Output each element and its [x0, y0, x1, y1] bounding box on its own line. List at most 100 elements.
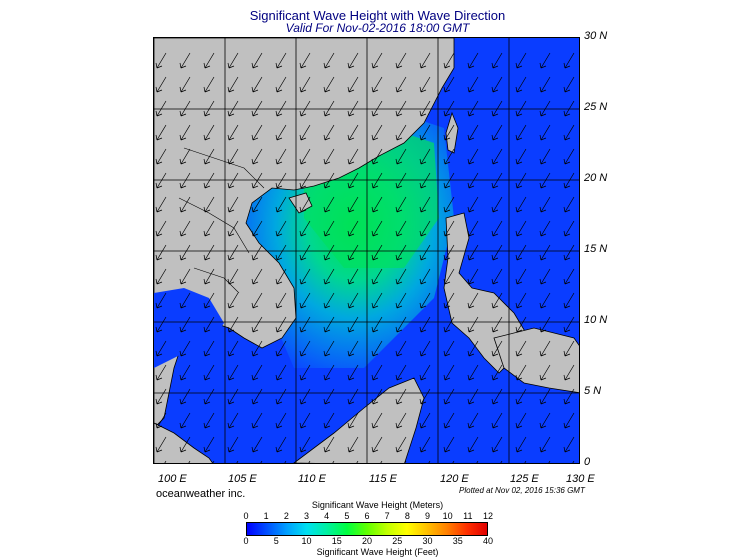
meter-tick-8: 8: [404, 511, 410, 521]
wave-arrow: [275, 124, 287, 141]
wave-arrow: [323, 148, 335, 165]
wave-arrow: [395, 268, 407, 285]
wave-arrow: [491, 220, 503, 237]
wave-arrow: [443, 364, 455, 381]
wave-arrow: [323, 100, 335, 117]
wave-arrow: [251, 292, 263, 309]
wave-arrow: [347, 52, 359, 69]
wave-arrow: [323, 436, 335, 453]
wave-arrow: [515, 412, 527, 429]
wave-arrow: [275, 268, 287, 285]
wave-arrow: [371, 220, 383, 237]
wave-arrow: [227, 220, 239, 237]
wave-arrow: [275, 436, 287, 453]
wave-arrow: [275, 340, 287, 357]
meter-tick-4: 4: [324, 511, 330, 521]
wave-arrow: [419, 388, 431, 405]
wave-arrow: [491, 172, 503, 189]
wave-map-svg: [154, 38, 579, 463]
wave-arrow: [395, 364, 407, 381]
wave-arrow: [251, 124, 263, 141]
wave-arrow: [419, 148, 431, 165]
wave-arrow: [563, 364, 575, 381]
wave-arrow: [323, 412, 335, 429]
lon-label-105e: 105 E: [228, 473, 257, 485]
taiwan-land: [445, 111, 459, 154]
wave-arrow: [227, 292, 239, 309]
wave-arrow: [467, 292, 479, 309]
wave-arrow: [371, 76, 383, 93]
meter-tick-7: 7: [384, 511, 390, 521]
wave-arrow: [395, 196, 407, 213]
wave-arrow: [395, 292, 407, 309]
wave-arrow: [491, 244, 503, 261]
wave-arrow: [323, 292, 335, 309]
wave-arrow: [299, 172, 311, 189]
mindanao-land: [493, 327, 579, 394]
wave-arrow: [203, 412, 215, 429]
wave-arrow: [275, 76, 287, 93]
colorbar-meter-ticks: 0 1 2 3 4 5 6 7 8 9 10 11 12: [243, 511, 493, 523]
wave-arrow: [347, 268, 359, 285]
wave-arrow: [155, 436, 167, 453]
wave-arrow: [179, 124, 191, 141]
wave-arrow: [251, 76, 263, 93]
wave-arrow: [491, 364, 503, 381]
wave-arrow: [323, 52, 335, 69]
wave-arrow: [299, 436, 311, 453]
wave-arrow: [467, 124, 479, 141]
wave-arrow: [563, 220, 575, 237]
wave-arrow: [539, 340, 551, 357]
wave-arrow: [539, 220, 551, 237]
wave-arrow: [371, 52, 383, 69]
wave-arrow: [155, 292, 167, 309]
wave-arrow: [491, 196, 503, 213]
lat-label-25n: 25 N: [584, 101, 608, 113]
wave-arrow: [203, 124, 215, 141]
wave-arrow: [467, 412, 479, 429]
wave-arrow: [227, 412, 239, 429]
wave-arrow: [467, 316, 479, 333]
wave-arrow: [443, 196, 455, 213]
wave-arrow: [227, 172, 239, 189]
wave-arrow: [395, 52, 407, 69]
wave-arrow: [467, 388, 479, 405]
wave-arrow: [251, 196, 263, 213]
wave-arrow: [467, 436, 479, 453]
wave-arrow: [395, 316, 407, 333]
wave-arrow: [419, 100, 431, 117]
wave-arrow: [179, 196, 191, 213]
wave-arrow: [371, 196, 383, 213]
wave-arrow: [155, 124, 167, 141]
wave-arrow: [323, 244, 335, 261]
wave-arrow: [275, 292, 287, 309]
wave-arrow: [203, 148, 215, 165]
wave-arrow: [419, 316, 431, 333]
wave-arrow: [443, 76, 455, 93]
wave-arrow: [155, 244, 167, 261]
wave-arrow: [395, 244, 407, 261]
wave-arrow: [203, 220, 215, 237]
wave-arrow: [347, 316, 359, 333]
wave-arrow: [491, 124, 503, 141]
wave-arrow: [443, 220, 455, 237]
wave-arrow: [275, 100, 287, 117]
wave-arrow: [443, 436, 455, 453]
wave-arrow: [347, 172, 359, 189]
wave-arrow: [515, 76, 527, 93]
wave-arrow: [203, 436, 215, 453]
wave-arrow: [539, 388, 551, 405]
wave-arrow: [443, 52, 455, 69]
wave-arrow: [347, 124, 359, 141]
lat-label-15n: 15 N: [584, 243, 608, 255]
wave-arrow: [251, 148, 263, 165]
wave-arrow: [347, 292, 359, 309]
wave-direction-arrows: [155, 52, 575, 463]
wave-arrow: [395, 100, 407, 117]
wave-arrow: [347, 148, 359, 165]
wave-arrow: [179, 76, 191, 93]
gulf-of-thailand: [154, 288, 224, 368]
wave-arrow: [491, 76, 503, 93]
wave-arrow: [155, 76, 167, 93]
lon-label-110e: 110 E: [298, 473, 326, 485]
